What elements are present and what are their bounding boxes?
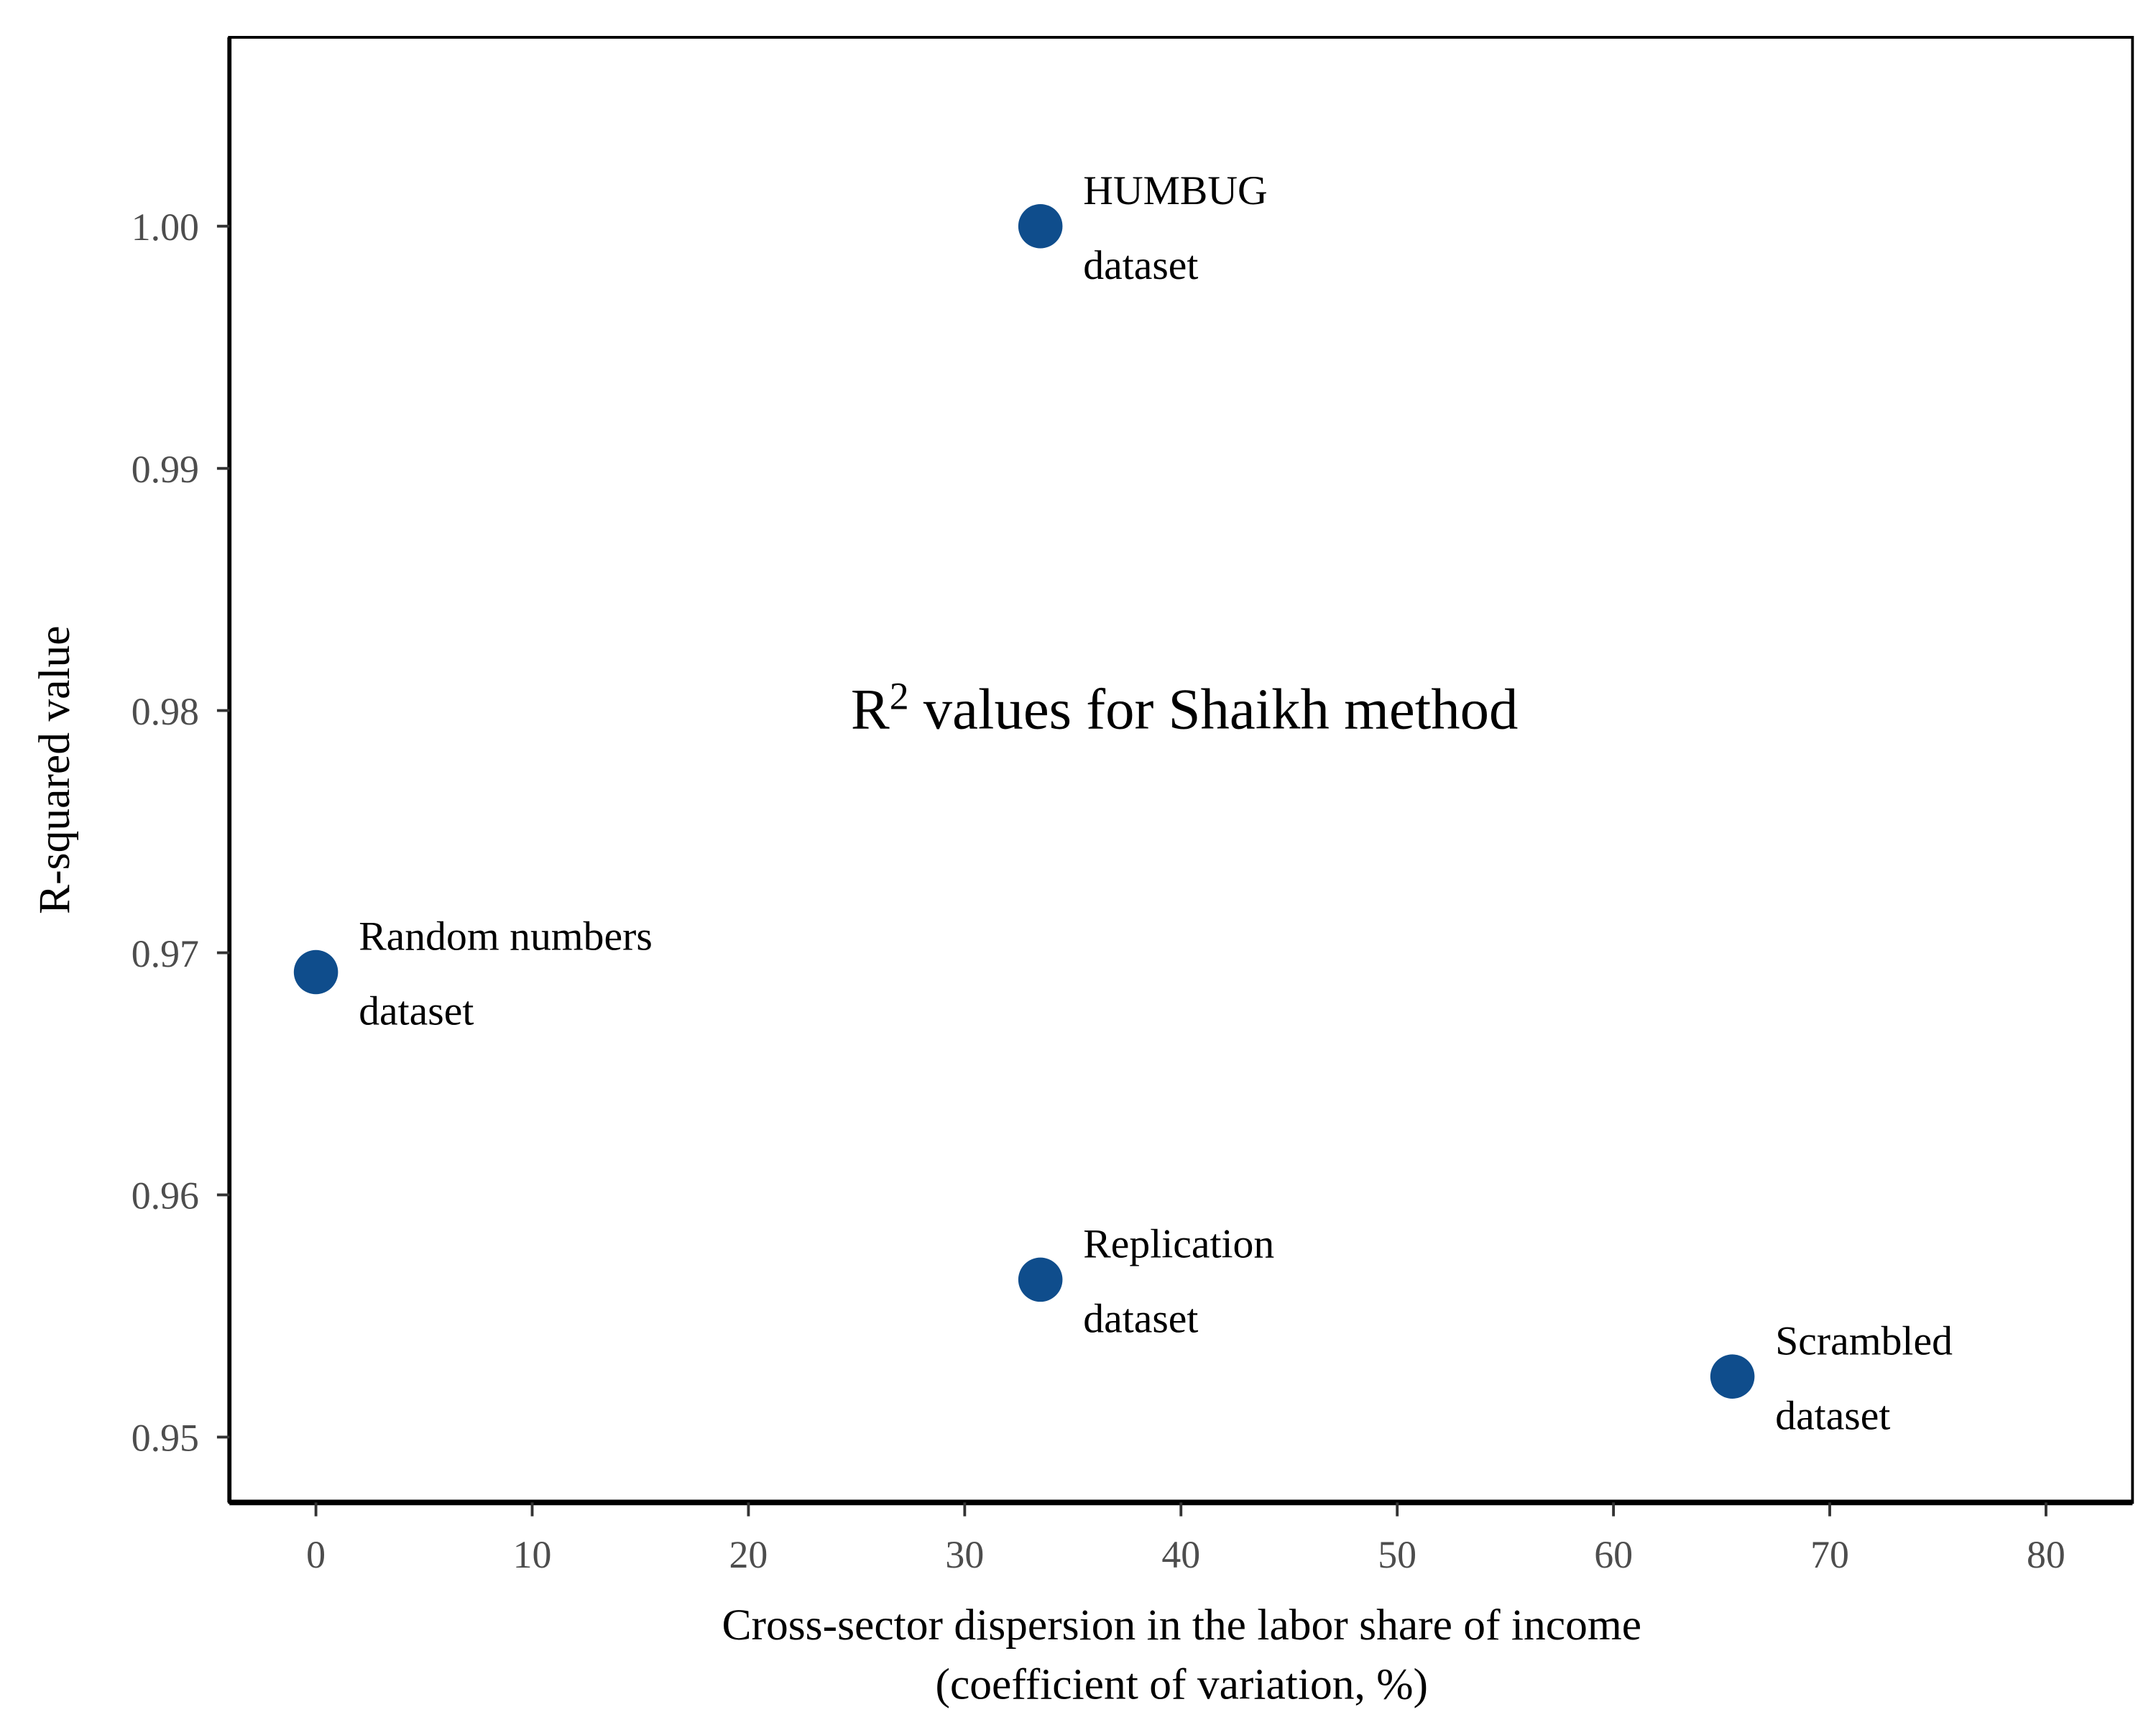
point-label-line2: dataset	[1775, 1393, 1890, 1438]
x-tick-label: 70	[1810, 1533, 1849, 1576]
point-label-line1: Random numbers	[359, 914, 653, 960]
y-axis-title: R-squared value	[30, 625, 79, 914]
point-label-line2: dataset	[1083, 1296, 1198, 1341]
y-tick-label: 0.95	[132, 1417, 199, 1460]
point-label-line1: Replication	[1083, 1222, 1274, 1267]
chart-title: R2 values for Shaikh method	[851, 675, 1519, 742]
y-tick-label: 0.99	[132, 448, 199, 491]
data-point	[293, 949, 338, 995]
x-axis-title-line1: Cross-sector dispersion in the labor sha…	[722, 1601, 1641, 1650]
point-label-line2: dataset	[1083, 243, 1198, 288]
x-axis-title-line2: (coefficient of variation, %)	[935, 1660, 1427, 1708]
data-point	[1018, 203, 1063, 249]
data-point	[1710, 1354, 1755, 1399]
y-ticks: 0.95 0.96 0.97 0.98 0.99 1.00	[132, 206, 230, 1460]
chart-title-base: R	[851, 677, 890, 741]
x-tick-label: 10	[513, 1533, 552, 1576]
y-tick-label: 0.96	[132, 1174, 199, 1218]
x-tick-label: 30	[945, 1533, 984, 1576]
x-tick-label: 60	[1594, 1533, 1633, 1576]
y-tick-label: 1.00	[132, 206, 199, 249]
data-points: Random numbers dataset HUMBUG dataset Replic…	[293, 168, 1953, 1438]
point-label-line1: Scrambled	[1775, 1318, 1953, 1363]
x-tick-label: 50	[1378, 1533, 1416, 1576]
y-tick-label: 0.98	[132, 690, 199, 733]
point-label-line1: HUMBUG	[1083, 168, 1267, 213]
chart-title-rest: values for Shaikh method	[909, 677, 1519, 741]
point-label-line2: dataset	[359, 989, 474, 1034]
data-point	[1018, 1257, 1063, 1302]
y-tick-label: 0.97	[132, 932, 199, 975]
x-ticks: 0 10 20 30 40 50 60 70 80	[306, 1502, 2065, 1576]
x-tick-label: 80	[2027, 1533, 2065, 1576]
x-tick-label: 20	[729, 1533, 768, 1576]
x-tick-label: 40	[1161, 1533, 1200, 1576]
x-tick-label: 0	[306, 1533, 326, 1576]
chart-title-sup: 2	[890, 675, 909, 718]
